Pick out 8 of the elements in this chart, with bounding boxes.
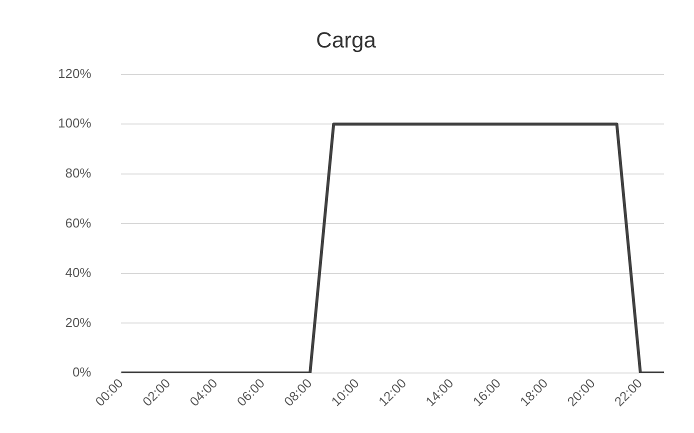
- y-tick-label: 20%: [65, 314, 92, 330]
- y-tick-label: 0%: [72, 364, 92, 380]
- y-tick-label: 80%: [65, 166, 92, 180]
- y-tick-label: 100%: [58, 116, 92, 131]
- chart-title: Carga: [316, 27, 377, 52]
- y-tick-label: 60%: [65, 215, 92, 230]
- y-tick-label: 40%: [65, 265, 92, 280]
- y-tick-label: 120%: [58, 66, 92, 81]
